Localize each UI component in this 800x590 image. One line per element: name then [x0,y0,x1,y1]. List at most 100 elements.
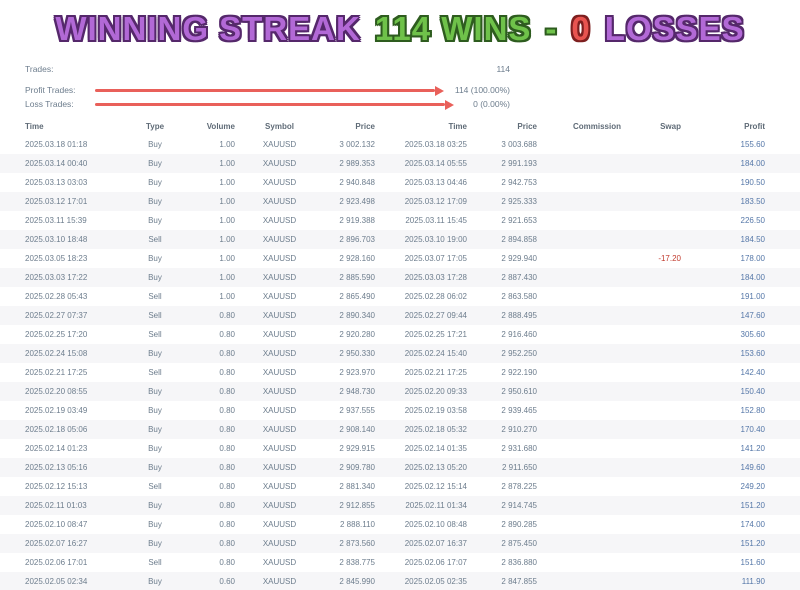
cell-close_time: 2025.03.11 15:45 [405,216,467,225]
cell-commission [539,154,655,173]
column-header-close_price[interactable]: Price [517,121,537,131]
column-header-profit[interactable]: Profit [744,121,765,131]
table-row[interactable]: 2025.02.10 08:47 Buy 0.80 XAUUSD 2 888.110 20… [0,515,800,534]
cell-open_price: 2 929.915 [339,444,375,453]
cell-type: Sell [148,330,162,339]
cell-commission [539,439,655,458]
table-row[interactable]: 2025.02.06 17:01 Sell 0.80 XAUUSD 2 838.775 2… [0,553,800,572]
cell-swap [655,154,685,173]
table-row[interactable]: 2025.03.18 01:18 Buy 1.00 XAUUSD 3 002.132 20… [0,135,800,154]
cell-profit: 149.60 [685,458,800,477]
cell-swap [655,553,685,572]
cell-close_time: 2025.03.14 05:55 [377,154,469,173]
cell-type: Buy [148,254,162,263]
table-row[interactable]: 2025.02.21 17:25 Sell 0.80 XAUUSD 2 923.970 2… [0,363,800,382]
stats-row: Trades: 114 [0,62,800,76]
cell-type: Buy [140,192,170,211]
column-header-open_price[interactable]: Price [355,121,375,131]
cell-swap [655,135,685,154]
table-row[interactable]: 2025.02.19 03:49 Buy 0.80 XAUUSD 2 937.555 20… [0,401,800,420]
cell-symbol: XAUUSD [262,482,297,491]
cell-close_price: 2 952.250 [469,344,539,363]
cell-symbol: XAUUSD [262,406,297,415]
table-row[interactable]: 2025.02.24 15:08 Buy 0.80 XAUUSD 2 950.330 20… [0,344,800,363]
table-row[interactable]: 2025.02.28 05:43 Sell 1.00 XAUUSD 2 865.490 2… [0,287,800,306]
table-body: 2025.03.18 01:18 Buy 1.00 XAUUSD 3 002.132 20… [0,135,800,590]
table-row[interactable]: 2025.03.03 17:22 Buy 1.00 XAUUSD 2 885.590 20… [0,268,800,287]
cell-close_price: 2 863.580 [501,292,537,301]
cell-profit: 178.00 [740,254,765,263]
cell-close_price: 2 922.190 [501,368,537,377]
cell-symbol: XAUUSD [237,268,322,287]
cell-close_price: 2 911.650 [469,458,539,477]
cell-open_price: 2 845.990 [322,572,377,590]
cell-profit: 226.50 [740,216,765,225]
cell-swap [655,401,685,420]
cell-close_price: 2 950.610 [469,382,539,401]
cell-close_price: 2 931.680 [501,444,537,453]
red-arrow-annotation [95,89,435,92]
header-row: Time Type Volume Symbol Price Time Price Commis… [0,117,800,135]
stats-value: 114 [496,64,510,74]
cell-volume: 1.00 [219,292,235,301]
stats-label: Trades: [25,64,54,74]
table-row[interactable]: 2025.03.11 15:39 Buy 1.00 XAUUSD 2 919.388 20… [0,211,800,230]
cell-close_price: 2 888.495 [469,306,539,325]
column-header-symbol[interactable]: Symbol [265,121,294,131]
cell-close_time: 2025.02.11 01:34 [377,496,469,515]
table-row[interactable]: 2025.02.20 08:55 Buy 0.80 XAUUSD 2 948.730 20… [0,382,800,401]
table-row[interactable]: 2025.03.05 18:23 Buy 1.00 XAUUSD 2 928.160 20… [0,249,800,268]
cell-commission [539,268,655,287]
column-header-swap[interactable]: Swap [660,121,681,131]
table-row[interactable]: 2025.02.07 16:27 Buy 0.80 XAUUSD 2 873.560 20… [0,534,800,553]
column-header-close_time[interactable]: Time [448,121,467,131]
cell-profit: 305.60 [740,330,765,339]
cell-open_price: 2 885.590 [322,268,377,287]
cell-commission [539,211,655,230]
column-header-open_time[interactable]: Time [25,121,44,131]
cell-close_price: 2 939.465 [501,406,537,415]
cell-profit: 184.00 [685,154,800,173]
column-header-volume[interactable]: Volume [206,121,235,131]
cell-open_time: 2025.02.20 08:55 [0,382,140,401]
cell-profit: 174.00 [740,520,765,529]
cell-profit: 153.60 [685,344,800,363]
cell-commission [539,477,655,496]
table-row[interactable]: 2025.02.25 17:20 Sell 0.80 XAUUSD 2 920.280 2… [0,325,800,344]
table-row[interactable]: 2025.03.14 00:40 Buy 1.00 XAUUSD 2 989.353 20… [0,154,800,173]
cell-commission [539,572,655,590]
cell-open_time: 2025.02.19 03:49 [25,406,88,415]
cell-open_price: 2 896.703 [322,230,377,249]
cell-close_price: 2 925.333 [469,192,539,211]
cell-swap [655,515,685,534]
cell-open_time: 2025.02.07 16:27 [0,534,140,553]
table-row[interactable]: 2025.02.18 05:06 Buy 0.80 XAUUSD 2 908.140 20… [0,420,800,439]
cell-commission [539,287,655,306]
cell-commission [539,363,655,382]
cell-symbol: XAUUSD [237,192,322,211]
table-row[interactable]: 2025.02.12 15:13 Sell 0.80 XAUUSD 2 881.340 2… [0,477,800,496]
table-row[interactable]: 2025.02.14 01:23 Buy 0.80 XAUUSD 2 929.915 20… [0,439,800,458]
table-row[interactable]: 2025.02.27 07:37 Sell 0.80 XAUUSD 2 890.340 2… [0,306,800,325]
column-header-type[interactable]: Type [145,121,165,131]
cell-open_time: 2025.02.11 01:03 [0,496,140,515]
cell-swap [655,420,685,439]
cell-open_price: 2 919.388 [339,216,375,225]
cell-swap [655,534,685,553]
cell-profit: 184.00 [685,268,800,287]
cell-close_price: 2 836.880 [501,558,537,567]
cell-open_time: 2025.03.14 00:40 [0,154,140,173]
cell-profit: 191.00 [740,292,765,301]
table-row[interactable]: 2025.02.11 01:03 Buy 0.80 XAUUSD 2 912.855 20… [0,496,800,515]
table-row[interactable]: 2025.03.12 17:01 Buy 1.00 XAUUSD 2 923.498 20… [0,192,800,211]
cell-close_time: 2025.03.07 17:05 [404,254,467,263]
cell-open_time: 2025.02.28 05:43 [25,292,88,301]
column-header-commission[interactable]: Commission [572,121,621,131]
table-row[interactable]: 2025.03.13 03:03 Buy 1.00 XAUUSD 2 940.848 20… [0,173,800,192]
cell-type: Sell [148,482,162,491]
table-row[interactable]: 2025.03.10 18:48 Sell 1.00 XAUUSD 2 896.703 2… [0,230,800,249]
cell-type: Sell [140,306,170,325]
cell-volume: 0.80 [219,406,235,415]
table-row[interactable]: 2025.02.05 02:34 Buy 0.60 XAUUSD 2 845.990 20… [0,572,800,590]
table-row[interactable]: 2025.02.13 05:16 Buy 0.80 XAUUSD 2 909.780 20… [0,458,800,477]
